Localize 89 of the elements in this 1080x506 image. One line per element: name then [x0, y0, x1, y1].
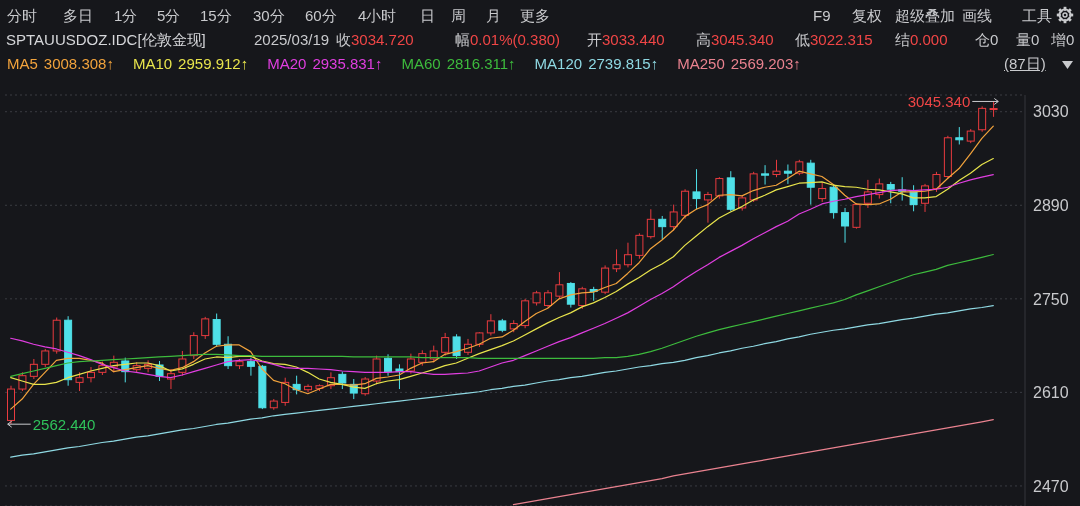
text: 2816.311↑	[446, 54, 516, 74]
text: 3045.340	[711, 31, 774, 48]
candlestick	[623, 242, 632, 268]
candlestick	[189, 331, 198, 360]
text: (87日)	[1004, 55, 1046, 72]
candlestick	[783, 164, 792, 185]
candlestick	[566, 281, 575, 309]
candlestick	[201, 316, 210, 340]
candlestick	[246, 357, 255, 377]
text: MA20	[267, 54, 307, 74]
candlestick	[486, 313, 495, 337]
candlestick	[886, 181, 895, 204]
candlestick	[863, 179, 872, 209]
text: 更多	[520, 7, 550, 24]
candlestick	[384, 353, 393, 377]
candlestick	[761, 164, 770, 186]
text: 3034.720	[351, 31, 414, 48]
text: 2569.203↑	[730, 54, 801, 74]
text: 2935.831↑	[312, 54, 383, 74]
candlestick	[281, 377, 290, 407]
text: MA10	[132, 54, 173, 74]
text: 幅	[455, 31, 470, 48]
candlestick	[635, 232, 644, 260]
y-tick-label: 2750	[1033, 290, 1069, 308]
chart-title: SPTAUUSDOZ.IDC[伦敦金现]	[6, 31, 206, 48]
text: 增0	[1051, 31, 1075, 48]
candlestick	[715, 176, 724, 200]
text: 工具	[1022, 7, 1052, 24]
candlestick	[612, 248, 621, 273]
text: 复权	[852, 7, 882, 24]
text: 画线	[962, 7, 992, 24]
text: 4小时	[358, 7, 397, 24]
text: 0.01%(0.380)	[470, 31, 561, 48]
text: 3008.308↑	[43, 54, 114, 74]
candlestick	[41, 348, 50, 368]
candlestick	[646, 208, 655, 240]
annotation: 3045.340	[907, 92, 971, 110]
candlestick	[978, 105, 987, 133]
candlestick	[441, 332, 450, 357]
text: 高	[696, 31, 711, 48]
text: 15分	[200, 7, 232, 24]
y-tick-label: 2610	[1033, 384, 1069, 402]
line-series	[10, 305, 994, 458]
candlestick	[692, 168, 701, 210]
text: 2959.912↑	[178, 54, 249, 74]
text: 3022.315	[810, 31, 873, 48]
candlestick	[292, 375, 301, 395]
annotation: 2562.440	[32, 415, 96, 433]
candlestick	[304, 383, 313, 393]
y-tick-label: 2890	[1033, 196, 1069, 214]
candlestick	[932, 171, 941, 193]
text: 超级叠加	[895, 7, 955, 24]
y-tick-label: 2470	[1033, 477, 1069, 495]
text: 开	[587, 31, 602, 48]
text: F9	[813, 7, 831, 24]
text: 30分	[253, 7, 285, 24]
candlestick	[841, 207, 850, 244]
text: 60分	[305, 7, 337, 24]
text: 1分	[114, 7, 138, 24]
candlestick	[86, 366, 95, 383]
line-series	[512, 419, 994, 506]
candlestick	[852, 202, 861, 230]
text: 2739.815↑	[588, 54, 659, 74]
candlestick	[555, 271, 564, 300]
text: 多日	[63, 7, 93, 24]
text: 结	[895, 31, 910, 48]
candlestick	[703, 191, 712, 224]
text: MA250	[677, 54, 725, 74]
candlestick	[75, 371, 84, 392]
text: 仓0	[975, 31, 999, 48]
text: 3033.440	[602, 31, 665, 48]
text: MA5	[7, 54, 38, 74]
text: 周	[451, 7, 466, 24]
candlestick	[669, 204, 678, 232]
candlestick	[658, 215, 667, 240]
candlestick	[452, 333, 461, 360]
text: 月	[486, 7, 501, 24]
text: MA60	[401, 54, 441, 74]
y-tick-label: 3030	[1033, 103, 1069, 121]
text: 分时	[7, 7, 37, 24]
text: 收	[336, 31, 351, 48]
text: 日	[420, 7, 435, 24]
text: 5分	[157, 7, 181, 24]
text: 低	[795, 31, 810, 48]
text: MA120	[534, 54, 583, 74]
chart-subtitle: 2025/03/19	[254, 31, 330, 48]
candlestick	[818, 181, 827, 203]
text: 0.000	[910, 31, 948, 48]
text: 量0	[1016, 31, 1040, 48]
